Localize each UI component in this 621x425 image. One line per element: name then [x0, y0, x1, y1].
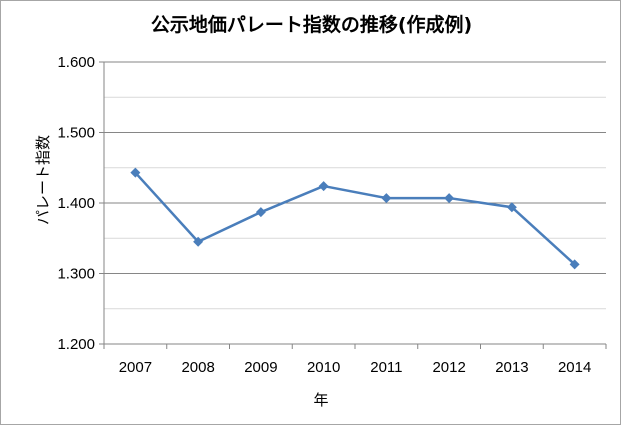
y-tick-label: 1.300	[57, 266, 95, 283]
x-tick-label: 2014	[558, 359, 591, 376]
x-tick-label: 2010	[307, 359, 340, 376]
y-tick-label: 1.200	[57, 336, 95, 353]
data-point-2011	[381, 193, 392, 204]
x-tick-labels: 2007 2008 2009 2010 2011 2012 2013 2014	[119, 359, 592, 376]
y-tick-label: 1.400	[57, 195, 95, 212]
chart-title: 公示地価パレート指数の推移(作成例)	[150, 14, 473, 36]
x-tick-label: 2012	[432, 359, 465, 376]
data-point-2013	[506, 202, 517, 213]
x-tick-label: 2009	[244, 359, 277, 376]
x-tick-label: 2008	[181, 359, 214, 376]
y-tick-labels: 1.200 1.300 1.400 1.500 1.600	[57, 54, 95, 353]
series-line	[134, 171, 576, 266]
x-axis-label: 年	[313, 391, 329, 409]
data-point-2012	[444, 193, 455, 204]
axes	[99, 61, 607, 349]
x-tick-label: 2013	[495, 359, 528, 376]
data-point-2008	[193, 236, 204, 247]
y-tick-label: 1.600	[57, 54, 95, 71]
data-point-2014	[569, 259, 580, 270]
data-point-2010	[318, 181, 329, 192]
data-point-2007	[130, 167, 141, 178]
series-group	[130, 167, 580, 270]
data-point-2009	[255, 207, 266, 218]
gridlines	[104, 61, 606, 310]
x-tick-label: 2007	[119, 359, 152, 376]
x-tick-label: 2011	[370, 359, 402, 376]
y-tick-label: 1.500	[57, 125, 95, 142]
